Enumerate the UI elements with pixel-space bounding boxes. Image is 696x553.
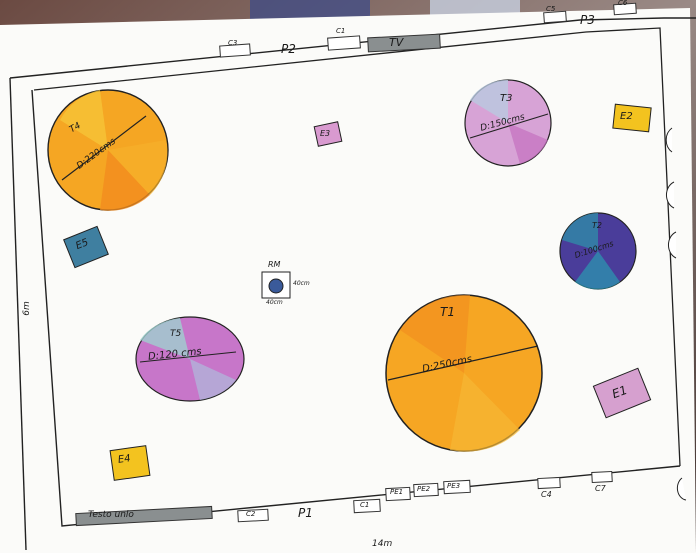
extra-e5	[63, 225, 109, 269]
table-t5-id: T5	[170, 329, 182, 339]
table-t4	[47, 89, 169, 211]
extra-e2-label: E2	[620, 111, 633, 122]
extra-e2	[612, 103, 652, 133]
tv-label: TV	[389, 36, 404, 49]
pe2-label: PE2	[417, 485, 431, 493]
dimension-width: 14m	[372, 539, 393, 549]
wall-label-p3: P3	[580, 13, 595, 27]
table-t2-id: T2	[592, 221, 602, 230]
center-item-title: RM	[268, 260, 281, 269]
extra-e1	[592, 367, 652, 419]
extra-e4	[109, 445, 151, 481]
chair-c4-label: C4	[541, 490, 552, 499]
chair-c3-label: C3	[228, 39, 238, 47]
table-t1	[385, 294, 543, 452]
center-item-size-right: 40cm	[293, 280, 310, 287]
extra-e3	[313, 121, 343, 147]
bottom-bar-label: Testo unlo	[88, 510, 134, 520]
pe3-label: PE3	[447, 482, 461, 490]
chair-c1-bottom-label: C1	[360, 501, 370, 509]
wall-label-p1: P1	[298, 506, 313, 520]
pe1-label: PE1	[390, 488, 404, 496]
extra-e4-label: E4	[117, 453, 132, 466]
dimension-height: 6m	[21, 301, 32, 316]
table-t3	[464, 79, 552, 167]
chair-c1-label: C1	[336, 27, 346, 35]
center-item-size-bottom: 40cm	[266, 299, 283, 306]
table-t3-id: T3	[500, 93, 513, 104]
chair-c7-label: C7	[595, 484, 606, 493]
table-t2	[559, 212, 637, 290]
chair-c6-label: C6	[618, 0, 628, 7]
extra-e3-label: E3	[320, 129, 331, 138]
table-t5	[135, 316, 245, 402]
chair-c2-label: C2	[246, 510, 256, 518]
table-t1-id: T1	[440, 305, 455, 319]
wall-label-p2: P2	[281, 42, 296, 56]
chair-c5-label: C5	[546, 5, 556, 13]
